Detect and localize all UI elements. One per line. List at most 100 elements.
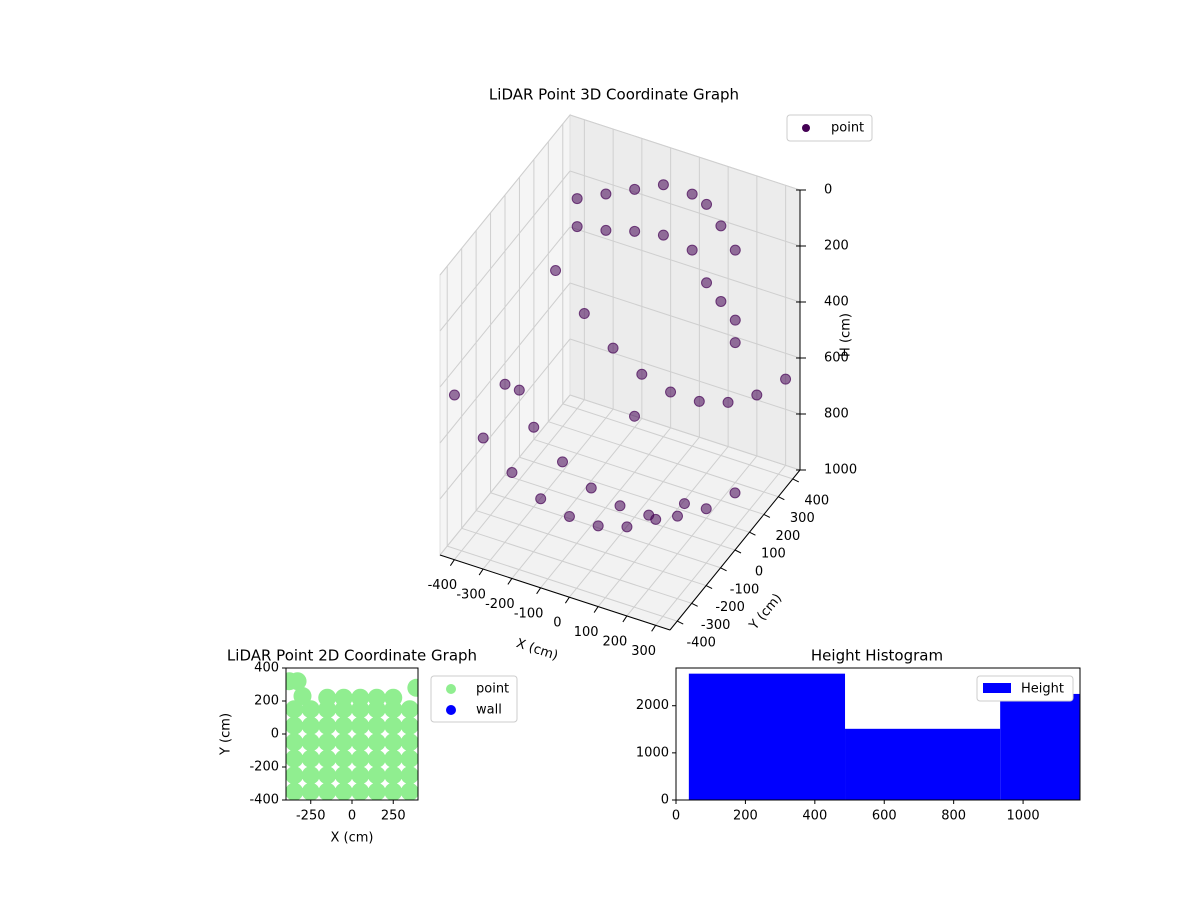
y-tick-label: -300 (701, 618, 731, 633)
z-tick-label: 800 (824, 407, 849, 422)
point (286, 766, 304, 785)
point (614, 500, 626, 512)
chart-title: LiDAR Point 3D Coordinate Graph (489, 86, 739, 104)
point (621, 521, 633, 533)
y-tick-label: 1000 (636, 745, 669, 760)
tick-mark (720, 567, 727, 572)
point (729, 337, 741, 349)
point (499, 378, 511, 390)
z-axis-label: H (cm) (839, 313, 854, 357)
tick-mark (622, 615, 628, 623)
point (286, 733, 304, 752)
point (400, 782, 418, 800)
y-tick-label: 200 (254, 694, 279, 709)
point (477, 432, 489, 444)
legend-marker (446, 684, 456, 694)
point (600, 224, 612, 236)
point (301, 782, 320, 800)
y-tick-label: -200 (249, 760, 279, 775)
point (367, 716, 386, 735)
point (318, 766, 337, 785)
point (351, 733, 370, 752)
z-tick-label: 200 (824, 239, 849, 254)
point (318, 688, 337, 707)
x-tick-label: -100 (514, 606, 544, 621)
z-tick-label: 400 (824, 295, 849, 310)
point (729, 314, 741, 326)
x-tick-label: 0 (553, 616, 561, 631)
point (607, 342, 619, 354)
point (286, 700, 304, 719)
tick-mark (593, 606, 599, 613)
y-tick-label: 2000 (636, 698, 669, 713)
point (301, 716, 320, 735)
point (678, 498, 690, 510)
y-tick-label: 300 (790, 511, 815, 526)
point (400, 716, 418, 735)
grid-line (439, 170, 801, 332)
grid-line (439, 282, 801, 444)
point (592, 520, 604, 532)
tick-mark (734, 549, 742, 554)
z-tick-label: 600 (824, 351, 849, 366)
grid-line (439, 338, 801, 500)
legend-marker (446, 705, 456, 715)
grid-line (504, 195, 736, 551)
point (751, 389, 763, 401)
point (367, 766, 386, 785)
bar (1000, 693, 1080, 800)
grid-line (547, 141, 779, 498)
x-tick-label: 0 (672, 809, 680, 824)
panes (439, 113, 801, 631)
point (535, 493, 547, 505)
y-tick-label: 400 (804, 493, 829, 508)
legend-label: point (476, 682, 509, 697)
point (629, 225, 641, 237)
point (672, 510, 683, 522)
point (571, 193, 583, 205)
legend-marker (802, 124, 810, 132)
point (384, 749, 403, 768)
x-tick-label: 400 (802, 809, 827, 824)
tick-mark (676, 620, 684, 625)
tick-mark (536, 587, 542, 595)
point (351, 716, 370, 735)
point (301, 766, 320, 785)
x-tick-label: -300 (456, 588, 486, 603)
tick-mark (705, 585, 713, 590)
point (384, 766, 403, 785)
grid-line (490, 212, 721, 569)
point (351, 782, 370, 800)
bars (688, 673, 1080, 800)
point (318, 716, 337, 735)
x-tick-label: -200 (485, 597, 515, 612)
point (686, 244, 698, 256)
point (665, 386, 677, 398)
point (729, 244, 741, 256)
y-tick-label: 400 (254, 661, 279, 676)
point (629, 410, 641, 422)
point (318, 782, 337, 800)
point (701, 198, 713, 210)
grid-line (439, 226, 801, 388)
point (686, 188, 698, 200)
point (571, 221, 583, 233)
chart-title: LiDAR Point 2D Coordinate Graph (227, 647, 477, 665)
point (563, 510, 575, 522)
point (351, 688, 370, 707)
tick-mark (749, 531, 756, 536)
point (301, 700, 320, 719)
point (715, 295, 727, 307)
tick-mark (778, 496, 785, 501)
point (407, 678, 418, 697)
point (780, 373, 792, 385)
tick-mark (651, 625, 657, 632)
ticks: -400-300-200-1000100200300-400-300-200-1… (428, 114, 857, 659)
tick-mark (449, 559, 455, 566)
y-axis-line (669, 469, 801, 631)
point (701, 277, 713, 289)
legend: point (786, 114, 873, 142)
x-tick-label: 1000 (1007, 809, 1040, 824)
point (334, 782, 353, 800)
